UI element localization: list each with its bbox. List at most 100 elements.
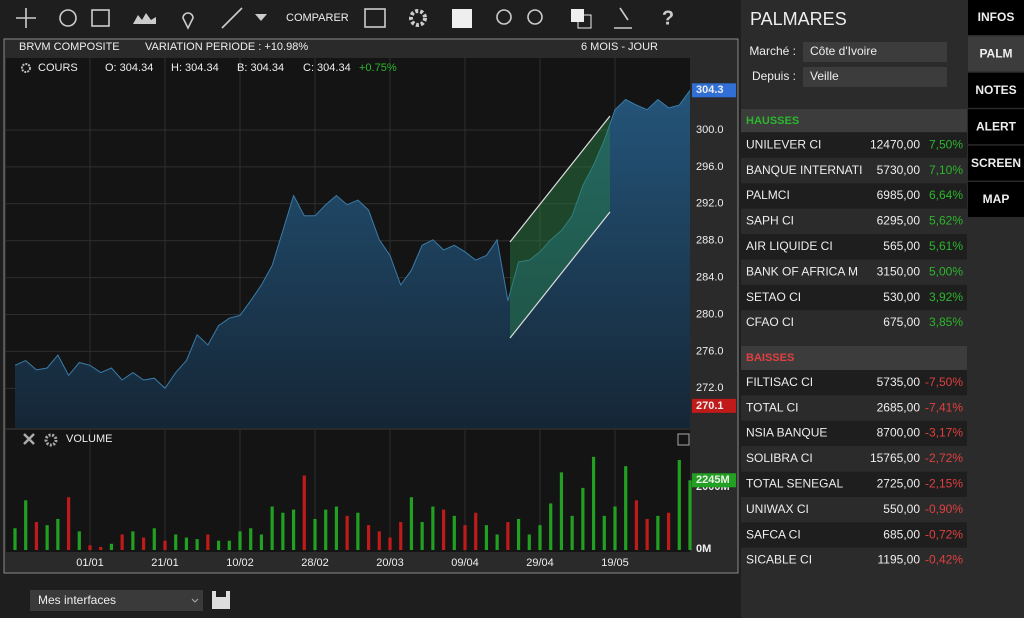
compare-button[interactable]: COMPARER <box>286 12 349 24</box>
tab[interactable] <box>968 72 1024 108</box>
trendline-icon[interactable] <box>221 7 243 29</box>
legend-settings[interactable] <box>21 63 31 73</box>
gainers-title: HAUSSES <box>746 115 799 127</box>
stock-price: 675,00 <box>883 315 920 329</box>
stock-name: UNILEVER CI <box>746 137 821 151</box>
high: H: 304.34 <box>171 62 219 74</box>
volume-bar <box>77 531 81 550</box>
row-bg[interactable] <box>741 471 967 497</box>
volume-settings[interactable] <box>44 433 58 447</box>
stock-price: 12470,00 <box>870 137 920 151</box>
stock-name: FILTISAC CI <box>746 375 813 389</box>
volume-bar <box>216 540 221 550</box>
volume-bar <box>506 522 510 550</box>
volume-checkbox[interactable] <box>677 433 690 446</box>
volume-bar <box>270 506 274 550</box>
indicator-icon[interactable] <box>614 7 632 29</box>
stock-change: 5,61% <box>929 239 963 253</box>
dropdown-icon[interactable] <box>255 14 267 21</box>
row-bg[interactable] <box>741 157 967 184</box>
stock-price: 2685,00 <box>877 400 921 414</box>
y-tick-label: 292.0 <box>696 198 724 210</box>
volume-bar <box>324 509 328 550</box>
row-bg[interactable] <box>741 446 967 472</box>
tab[interactable] <box>968 0 1024 35</box>
row-bg[interactable] <box>741 547 967 574</box>
tab[interactable] <box>968 36 1024 72</box>
stock-change: 5,62% <box>929 214 963 228</box>
row-bg[interactable] <box>741 395 967 421</box>
stock-change: -7,41% <box>925 400 963 414</box>
stock-change: 6,64% <box>929 188 963 202</box>
row-bg[interactable] <box>741 310 967 336</box>
calendar-icon[interactable] <box>91 9 110 27</box>
stock-name: SAPH CI <box>746 214 794 228</box>
history-icon[interactable] <box>59 9 77 27</box>
volume-bar <box>634 500 639 550</box>
volume-bar <box>452 515 456 550</box>
row-bg[interactable] <box>741 284 967 311</box>
row-bg[interactable] <box>741 183 967 209</box>
close-volume[interactable] <box>23 433 35 445</box>
stock-change: -3,17% <box>925 426 963 440</box>
row-bg[interactable] <box>741 208 967 235</box>
volume-bar <box>120 534 124 550</box>
tab[interactable] <box>968 109 1024 145</box>
marker-icon[interactable] <box>182 12 194 30</box>
open: O: 304.34 <box>105 62 153 74</box>
volume-bar <box>591 456 596 550</box>
tab[interactable] <box>968 182 1024 217</box>
tab-label: MAP <box>983 192 1010 206</box>
tab[interactable] <box>968 145 1024 181</box>
stock-change: 3,85% <box>929 315 963 329</box>
row-bg[interactable] <box>741 522 967 548</box>
volume-bar <box>238 531 242 550</box>
min-price-tag: 270.1 <box>696 400 724 412</box>
market-select[interactable] <box>803 42 947 62</box>
y-tick-label: 288.0 <box>696 235 724 247</box>
chart-type-icon[interactable] <box>133 13 156 24</box>
volume-bar <box>24 500 28 550</box>
settings-icon[interactable] <box>409 9 427 27</box>
help-icon[interactable]: ? <box>662 7 674 29</box>
stock-change: 5,00% <box>929 264 963 278</box>
row-bg[interactable] <box>741 234 967 260</box>
row-bg[interactable] <box>741 370 967 396</box>
volume-bar <box>688 480 692 550</box>
volume-bar <box>602 515 606 550</box>
interfaces-label: Mes interfaces <box>38 593 116 607</box>
stock-price: 530,00 <box>883 290 920 304</box>
palmares-rows: UNILEVER CI 12470,00 7,50% BANQUE INTERNATI… <box>741 132 967 574</box>
volume-bar <box>334 506 339 550</box>
zoom-in-icon[interactable] <box>527 9 543 25</box>
zoom-out-icon[interactable] <box>496 9 512 25</box>
stock-change: 3,92% <box>929 290 963 304</box>
volume-bar <box>441 509 446 550</box>
tab-label: NOTES <box>975 83 1016 97</box>
close: C: 304.34 <box>303 62 351 74</box>
last-price-tag: 304.3 <box>696 84 724 96</box>
last-volume-tag-bg <box>692 473 736 488</box>
volume-bar <box>66 497 71 550</box>
x-tick-label: 09/04 <box>451 557 479 569</box>
price-line <box>14 90 691 390</box>
color-icon[interactable] <box>452 9 472 28</box>
volume-bar <box>516 518 521 550</box>
row-bg[interactable] <box>741 259 967 285</box>
volume-bar <box>45 525 49 550</box>
trend-channel <box>510 116 610 338</box>
fullscreen-icon[interactable] <box>364 8 386 28</box>
stock-change: -7,50% <box>925 375 963 389</box>
volume-bar <box>666 512 671 550</box>
row-bg[interactable] <box>741 132 967 158</box>
volume-bar <box>549 503 553 550</box>
stock-price: 5730,00 <box>877 163 921 177</box>
since-select[interactable] <box>803 67 947 87</box>
volume-bar <box>356 512 360 550</box>
row-bg[interactable] <box>741 420 967 447</box>
x-tick-label: 28/02 <box>301 557 329 569</box>
crosshair-icon[interactable] <box>16 8 36 28</box>
interfaces-select[interactable] <box>30 590 203 611</box>
x-tick-label: 21/01 <box>151 557 179 569</box>
row-bg[interactable] <box>741 497 967 523</box>
